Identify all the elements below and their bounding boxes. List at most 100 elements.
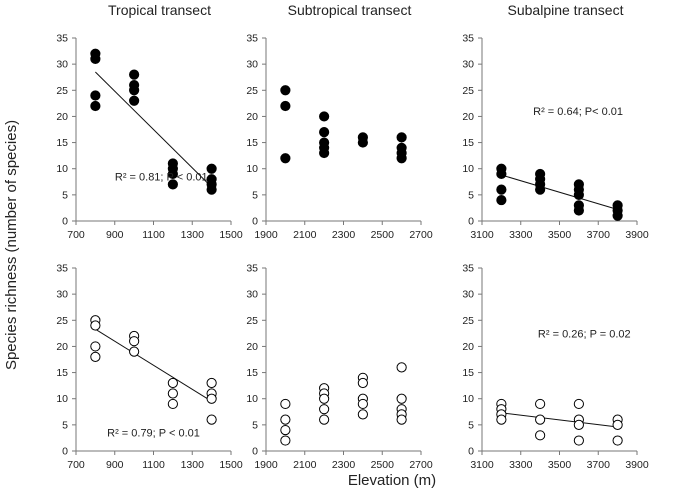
data-point — [167, 377, 178, 389]
data-point — [612, 419, 623, 430]
data-point — [535, 184, 546, 195]
y-tick-label: 5 — [252, 419, 258, 431]
data-point — [396, 153, 407, 164]
data-point — [206, 377, 217, 389]
data-point — [535, 398, 546, 410]
data-point — [167, 398, 178, 410]
panel-1-3: Subalpine transect 0 5 10 15 20 25 30 35 3100 3300… — [462, 2, 649, 241]
y-tick-label: 35 — [246, 33, 258, 45]
x-tick-label: 1100 — [142, 459, 165, 471]
x-tick-label: 3300 — [509, 229, 533, 241]
x-tick-label: 3500 — [548, 229, 572, 241]
data-point — [129, 336, 140, 347]
regression-line — [95, 328, 212, 402]
data-point — [167, 179, 178, 190]
y-tick-label: 10 — [246, 393, 258, 405]
data-point — [573, 419, 584, 430]
y-tick-label: 20 — [56, 341, 68, 353]
y-tick-label: 10 — [462, 163, 474, 175]
data-point — [573, 398, 584, 410]
data-point — [319, 127, 330, 138]
y-tick-label: 30 — [462, 289, 474, 301]
data-point — [396, 132, 407, 143]
panel-title: Subalpine transect — [508, 2, 624, 18]
x-tick-label: 1900 — [254, 459, 278, 471]
y-tick-label: 30 — [462, 59, 474, 71]
x-tick-label: 700 — [67, 229, 85, 241]
y-tick-label: 10 — [462, 393, 474, 405]
data-point — [319, 111, 330, 122]
x-tick-label: 2500 — [371, 459, 395, 471]
data-point — [396, 414, 407, 425]
data-point — [280, 414, 291, 425]
data-point — [206, 184, 217, 195]
y-tick-label: 35 — [246, 263, 258, 275]
y-tick-label: 15 — [246, 137, 258, 149]
y-tick-label: 15 — [462, 367, 474, 379]
panel-1-1: Tropical transect 0 5 10 15 20 25 30 35 700 900 110… — [56, 2, 243, 241]
x-tick-label: 3100 — [470, 229, 494, 241]
x-tick-label: 3700 — [587, 229, 611, 241]
y-tick-label: 15 — [56, 137, 68, 149]
y-tick-label: 15 — [246, 367, 258, 379]
y-tick-label: 25 — [462, 85, 474, 97]
data-point — [357, 137, 368, 148]
data-point — [496, 184, 507, 195]
data-point — [129, 85, 140, 96]
y-tick-label: 0 — [252, 446, 258, 458]
data-point — [90, 341, 101, 352]
y-tick-label: 15 — [462, 137, 474, 149]
x-tick-label: 700 — [67, 459, 85, 471]
y-tick-label: 25 — [246, 315, 258, 327]
y-tick-label: 35 — [56, 263, 68, 275]
data-point — [357, 377, 368, 389]
y-tick-label: 20 — [462, 111, 474, 123]
stats-annotation: R² = 0.81; P < 0.01 — [115, 172, 208, 184]
y-tick-label: 5 — [468, 419, 474, 431]
data-point — [129, 95, 140, 106]
data-point — [319, 404, 330, 415]
data-point — [496, 194, 507, 206]
x-tick-label: 1300 — [181, 229, 205, 241]
panel-2-1: 0 5 10 15 20 25 30 35 700 900 1100 1300 1500 R² = 0.7… — [56, 263, 243, 472]
y-tick-label: 25 — [56, 85, 68, 97]
y-tick-label: 30 — [56, 289, 68, 301]
data-point — [280, 424, 291, 436]
x-tick-label: 900 — [106, 459, 124, 471]
y-tick-label: 35 — [56, 33, 68, 45]
panel-1-2: Subtropical transect 0 5 10 15 20 25 30 35 1900 21… — [246, 2, 433, 241]
y-tick-label: 0 — [62, 216, 68, 228]
x-tick-label: 900 — [106, 229, 124, 241]
x-tick-label: 1500 — [219, 229, 243, 241]
data-point — [319, 147, 330, 159]
x-tick-label: 3900 — [625, 459, 649, 471]
chart-panels: Tropical transect 0 5 10 15 20 25 30 35 700 900 110… — [56, 2, 649, 471]
x-tick-label: 1300 — [181, 459, 205, 471]
data-point — [129, 69, 140, 80]
panel-title: Subtropical transect — [288, 2, 412, 18]
data-point — [280, 398, 291, 410]
data-point — [206, 393, 217, 404]
y-tick-label: 0 — [252, 216, 258, 228]
x-tick-label: 2300 — [332, 459, 356, 471]
panel-2-3: 0 5 10 15 20 25 30 35 3100 3300 3500 3700 3900 R² = 0… — [462, 263, 649, 472]
panel-2-2: 0 5 10 15 20 25 30 35 1900 2100 2300 2500 2700 — [246, 263, 433, 472]
data-point — [396, 393, 407, 404]
data-point — [280, 153, 291, 164]
x-tick-label: 3700 — [587, 459, 611, 471]
y-tick-label: 10 — [56, 393, 68, 405]
data-point — [319, 393, 330, 404]
regression-line — [95, 71, 212, 188]
x-tick-label: 2700 — [409, 229, 433, 241]
x-tick-label: 1100 — [142, 229, 165, 241]
y-tick-label: 30 — [246, 59, 258, 71]
regression-line — [501, 412, 618, 428]
x-axis-title: Elevation (m) — [348, 472, 436, 489]
y-tick-label: 0 — [468, 446, 474, 458]
x-tick-label: 3300 — [509, 459, 533, 471]
x-tick-label: 2500 — [371, 229, 395, 241]
data-point — [357, 398, 368, 410]
data-point — [535, 430, 546, 441]
data-point — [496, 414, 507, 425]
